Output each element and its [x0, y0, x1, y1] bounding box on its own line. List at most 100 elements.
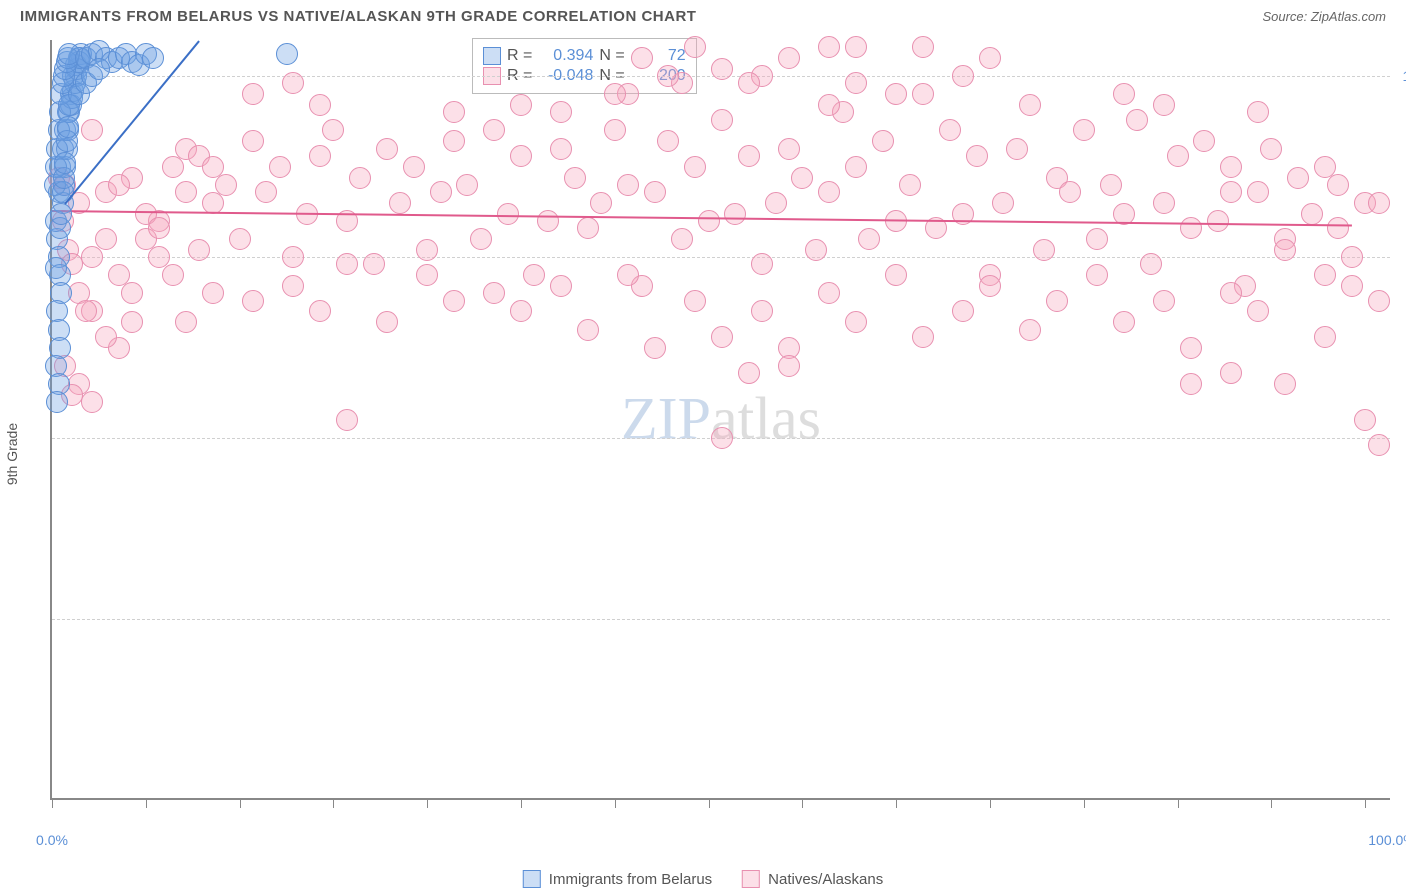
- gridline: [52, 257, 1390, 258]
- data-point: [684, 156, 706, 178]
- data-point: [751, 253, 773, 275]
- data-point: [510, 145, 532, 167]
- data-point: [443, 130, 465, 152]
- data-point: [1314, 264, 1336, 286]
- data-point: [282, 246, 304, 268]
- data-point: [242, 290, 264, 312]
- data-point: [657, 130, 679, 152]
- data-point: [443, 290, 465, 312]
- data-point: [389, 192, 411, 214]
- data-point: [684, 36, 706, 58]
- data-point: [778, 138, 800, 160]
- data-point: [1220, 156, 1242, 178]
- data-point: [188, 239, 210, 261]
- data-point: [1247, 181, 1269, 203]
- data-point: [577, 217, 599, 239]
- data-point: [1113, 83, 1135, 105]
- data-point: [1019, 319, 1041, 341]
- data-point: [912, 326, 934, 348]
- data-point: [1274, 239, 1296, 261]
- xtick: [802, 798, 803, 808]
- data-point: [818, 282, 840, 304]
- data-point: [1046, 290, 1068, 312]
- scatter-chart: ZIPatlas R = 0.394 N = 72 R = -0.048 N =…: [50, 40, 1390, 800]
- data-point: [1153, 192, 1175, 214]
- xtick: [1178, 798, 1179, 808]
- data-point: [269, 156, 291, 178]
- data-point: [711, 326, 733, 348]
- data-point: [684, 290, 706, 312]
- data-point: [711, 109, 733, 131]
- data-point: [1354, 409, 1376, 431]
- data-point: [1327, 217, 1349, 239]
- data-point: [50, 203, 72, 225]
- data-point: [1086, 264, 1108, 286]
- data-point: [952, 65, 974, 87]
- data-point: [751, 300, 773, 322]
- xtick-label: 0.0%: [36, 832, 68, 848]
- data-point: [215, 174, 237, 196]
- data-point: [336, 253, 358, 275]
- data-point: [416, 239, 438, 261]
- data-point: [1086, 228, 1108, 250]
- xtick: [990, 798, 991, 808]
- data-point: [282, 275, 304, 297]
- data-point: [1327, 174, 1349, 196]
- data-point: [202, 156, 224, 178]
- data-point: [88, 58, 110, 80]
- data-point: [791, 167, 813, 189]
- data-point: [885, 83, 907, 105]
- data-point: [309, 300, 331, 322]
- xtick: [240, 798, 241, 808]
- data-point: [1341, 275, 1363, 297]
- data-point: [550, 138, 572, 160]
- data-point: [483, 282, 505, 304]
- data-point: [1220, 282, 1242, 304]
- ytick-label: 100.0%: [1403, 68, 1406, 84]
- data-point: [456, 174, 478, 196]
- data-point: [309, 94, 331, 116]
- data-point: [430, 181, 452, 203]
- data-point: [738, 72, 760, 94]
- data-point: [497, 203, 519, 225]
- data-point: [1100, 174, 1122, 196]
- xtick: [521, 798, 522, 808]
- data-point: [617, 174, 639, 196]
- data-point: [1314, 326, 1336, 348]
- bottom-legend: Immigrants from Belarus Natives/Alaskans: [523, 870, 883, 888]
- data-point: [1341, 246, 1363, 268]
- data-point: [1287, 167, 1309, 189]
- data-point: [1019, 94, 1041, 116]
- data-point: [1274, 373, 1296, 395]
- data-point: [95, 228, 117, 250]
- legend-label-blue: Immigrants from Belarus: [549, 871, 712, 888]
- data-point: [81, 246, 103, 268]
- data-point: [644, 181, 666, 203]
- xtick: [52, 798, 53, 808]
- data-point: [1301, 203, 1323, 225]
- n-label: N =: [599, 47, 624, 65]
- data-point: [1180, 373, 1202, 395]
- data-point: [108, 174, 130, 196]
- y-axis-label: 9th Grade: [4, 423, 20, 485]
- data-point: [912, 36, 934, 58]
- data-point: [242, 130, 264, 152]
- data-point: [1220, 181, 1242, 203]
- data-point: [510, 300, 532, 322]
- xtick-label: 100.0%: [1368, 832, 1406, 848]
- data-point: [175, 181, 197, 203]
- data-point: [590, 192, 612, 214]
- data-point: [46, 391, 68, 413]
- data-point: [57, 116, 79, 138]
- chart-title: IMMIGRANTS FROM BELARUS VS NATIVE/ALASKA…: [20, 8, 696, 25]
- xtick: [709, 798, 710, 808]
- data-point: [95, 326, 117, 348]
- data-point: [818, 181, 840, 203]
- data-point: [1180, 217, 1202, 239]
- data-point: [1247, 300, 1269, 322]
- data-point: [992, 192, 1014, 214]
- data-point: [162, 156, 184, 178]
- data-point: [202, 192, 224, 214]
- xtick: [146, 798, 147, 808]
- data-point: [54, 152, 76, 174]
